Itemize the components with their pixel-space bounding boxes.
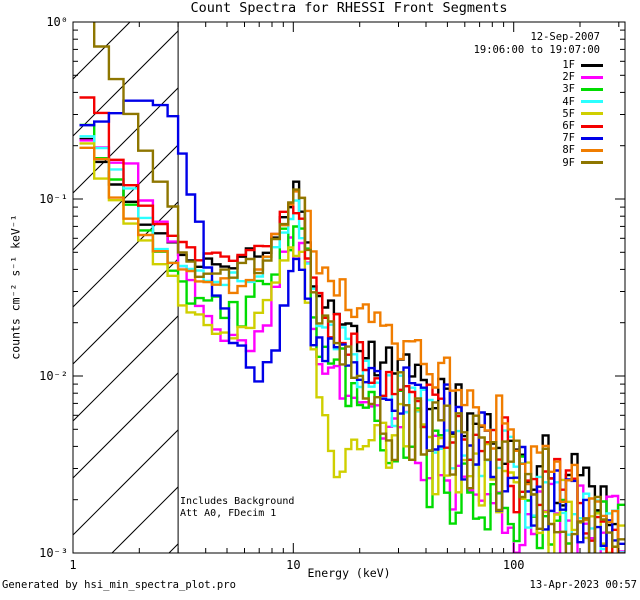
legend-time-range: 19:06:00 to 19:07:00: [473, 44, 600, 56]
legend-swatch: [581, 148, 603, 152]
legend-entry-6F: 6F: [562, 120, 603, 132]
y-tick-label: 10⁻²: [39, 369, 68, 383]
axis-ticks: [72, 21, 625, 554]
legend-label: 4F: [562, 95, 575, 108]
legend-date: 12-Sep-2007: [530, 31, 600, 43]
y-tick-label: 10⁰: [46, 15, 68, 29]
legend-label: 5F: [562, 107, 575, 120]
series-9F: [93, 22, 625, 553]
legend-swatch: [581, 124, 603, 128]
y-tick-label: 10⁻³: [39, 546, 68, 560]
legend-entry-8F: 8F: [562, 144, 603, 156]
legend-swatch: [581, 75, 603, 79]
legend-label: 3F: [562, 83, 575, 96]
legend-entry-1F: 1F: [562, 59, 603, 71]
legend-label: 8F: [562, 144, 575, 157]
annotation-includes-background: Includes Background: [180, 496, 295, 507]
legend-swatch: [581, 100, 603, 104]
legend-entry-5F: 5F: [562, 108, 603, 120]
legend-swatch: [581, 63, 603, 67]
series-1F: [79, 137, 620, 553]
y-tick-label: 10⁻¹: [39, 192, 68, 206]
footer-timestamp: 13-Apr-2023 00:57: [529, 579, 637, 591]
legend: 1F 2F 3F 4F 5F 6F 7F 8F 9F: [562, 59, 603, 169]
legend-swatch: [581, 136, 603, 140]
legend-label: 9F: [562, 156, 575, 169]
legend-label: 2F: [562, 71, 575, 84]
chart-title: Count Spectra for RHESSI Front Segments: [190, 0, 508, 16]
legend-label: 7F: [562, 132, 575, 145]
legend-entry-2F: 2F: [562, 71, 603, 83]
hatched-attenuated-region: [73, 22, 179, 553]
legend-label: 6F: [562, 120, 575, 133]
x-axis-label: Energy (keV): [307, 566, 391, 580]
x-tick-label: 1: [69, 558, 77, 572]
y-axis-label: counts cm⁻² s⁻¹ keV⁻¹: [8, 214, 23, 360]
legend-entry-4F: 4F: [562, 96, 603, 108]
legend-entry-9F: 9F: [562, 157, 603, 169]
legend-entry-7F: 7F: [562, 132, 603, 144]
plot-frame: [72, 21, 626, 554]
annotation-attenuator-state: Att A0, FDecim 1: [180, 508, 277, 519]
footer-generated-by: Generated by hsi_min_spectra_plot.pro: [2, 579, 236, 591]
legend-swatch: [581, 87, 603, 91]
legend-swatch: [581, 112, 603, 116]
x-tick-label: 100: [502, 558, 525, 572]
x-tick-label: 10: [286, 558, 301, 572]
legend-label: 1F: [562, 59, 575, 72]
legend-swatch: [581, 161, 603, 165]
legend-entry-3F: 3F: [562, 83, 603, 95]
